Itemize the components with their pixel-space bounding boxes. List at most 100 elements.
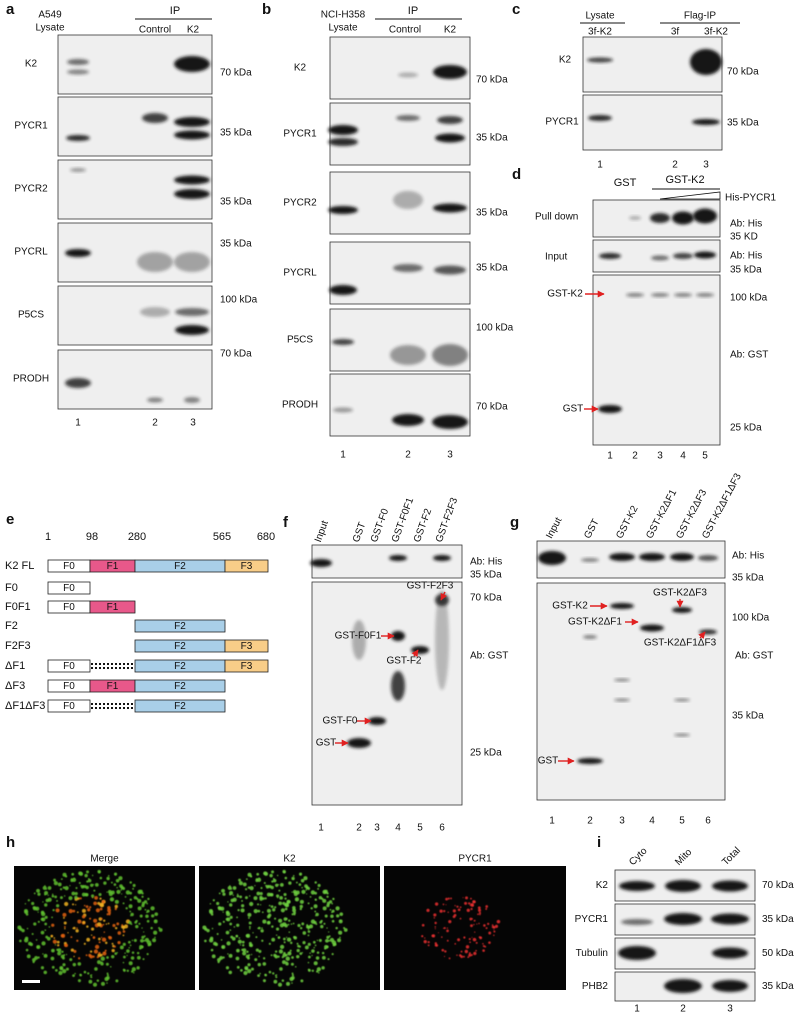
channel-label: K2: [283, 854, 296, 865]
puncta: [293, 911, 296, 915]
band: [67, 59, 89, 65]
puncta: [298, 945, 301, 948]
puncta: [293, 935, 296, 939]
puncta: [326, 935, 330, 939]
puncta: [278, 901, 283, 906]
puncta: [74, 895, 78, 900]
domain-label: F0: [63, 661, 75, 672]
row-label: Input: [545, 252, 567, 263]
puncta: [51, 894, 55, 898]
lane-number: 2: [356, 823, 362, 834]
puncta: [447, 911, 449, 914]
puncta: [301, 889, 306, 894]
puncta: [263, 881, 266, 885]
puncta: [97, 937, 101, 941]
band-label: GST-K2: [547, 289, 583, 300]
domain-label: F0: [63, 681, 75, 692]
puncta: [258, 949, 262, 953]
panel-letter: a: [6, 1, 15, 18]
band: [175, 325, 209, 335]
puncta: [77, 957, 81, 960]
puncta: [62, 916, 65, 919]
residue-position: 565: [213, 531, 231, 543]
band: [672, 211, 694, 225]
puncta: [470, 907, 473, 911]
puncta: [102, 951, 107, 956]
puncta: [289, 949, 292, 952]
puncta: [299, 899, 304, 904]
size-marker: 35 kDa: [732, 711, 764, 722]
puncta: [132, 887, 135, 890]
puncta: [478, 936, 481, 939]
lane-number: 6: [439, 823, 445, 834]
domain: [89, 600, 136, 614]
puncta: [113, 945, 116, 948]
label: Lysate: [585, 11, 615, 22]
puncta: [331, 902, 333, 905]
puncta: [128, 904, 133, 909]
puncta: [236, 965, 240, 969]
puncta: [85, 893, 89, 897]
puncta: [316, 939, 319, 942]
blot: [311, 544, 463, 579]
puncta: [292, 922, 295, 925]
puncta: [204, 939, 207, 943]
puncta: [257, 909, 261, 913]
puncta: [211, 954, 216, 959]
puncta: [300, 878, 305, 883]
puncta: [493, 928, 495, 931]
puncta: [240, 904, 245, 908]
domain: [47, 699, 91, 713]
puncta: [434, 942, 438, 945]
puncta: [468, 953, 472, 957]
puncta: [493, 934, 495, 937]
puncta: [443, 926, 446, 930]
puncta: [478, 911, 482, 915]
puncta: [59, 888, 63, 891]
puncta: [93, 918, 98, 923]
bands: [619, 880, 748, 892]
band: [651, 293, 669, 297]
puncta: [118, 876, 123, 881]
band: [672, 607, 692, 613]
puncta: [149, 943, 152, 946]
puncta: [304, 945, 309, 950]
puncta: [292, 906, 296, 910]
puncta: [232, 886, 237, 890]
puncta: [286, 900, 290, 904]
puncta: [233, 926, 236, 928]
puncta: [92, 884, 95, 886]
puncta: [330, 914, 334, 919]
puncta: [247, 886, 251, 889]
puncta: [244, 888, 248, 891]
puncta: [266, 908, 271, 913]
band: [390, 345, 426, 365]
puncta: [301, 951, 303, 954]
puncta: [57, 882, 62, 887]
puncta: [475, 941, 478, 944]
puncta: [426, 908, 430, 913]
puncta: [100, 981, 106, 986]
size-marker: 25 kDa: [470, 748, 502, 759]
puncta: [479, 913, 481, 916]
puncta: [307, 942, 311, 946]
puncta: [270, 893, 274, 897]
puncta: [322, 889, 327, 895]
bands: [588, 115, 720, 125]
puncta: [40, 966, 45, 970]
puncta: [262, 919, 267, 924]
puncta: [274, 917, 277, 920]
band: [328, 125, 358, 135]
puncta: [464, 901, 468, 905]
puncta: [463, 937, 465, 939]
row-label: PYCR2: [14, 184, 48, 195]
puncta: [101, 900, 105, 904]
puncta: [41, 941, 46, 946]
puncta: [59, 896, 63, 900]
puncta: [131, 967, 136, 972]
puncta: [112, 923, 116, 928]
blot: [592, 274, 721, 446]
construct-name: ΔF1: [5, 660, 25, 672]
puncta: [56, 900, 58, 902]
